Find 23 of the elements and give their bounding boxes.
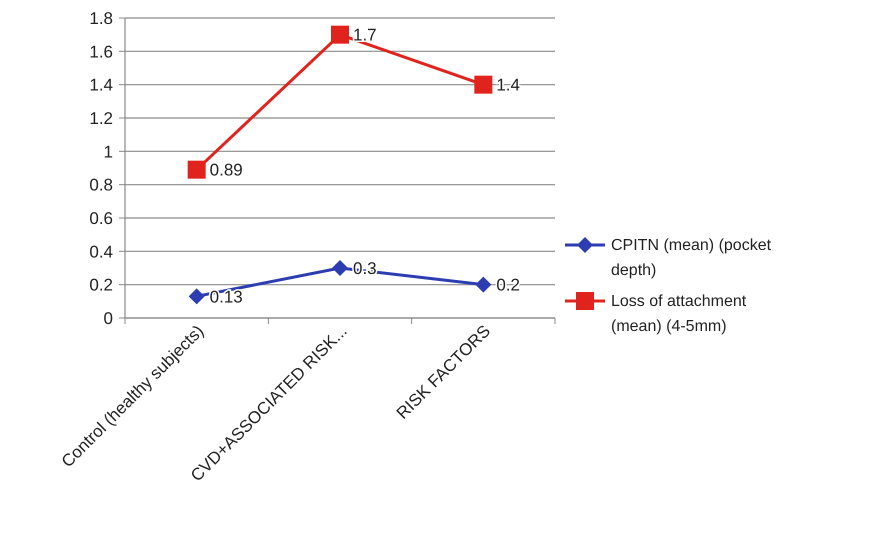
- y-tick-label: 0.6: [89, 209, 113, 228]
- y-tick-label: 1.4: [89, 76, 113, 95]
- y-tick-label: 0.4: [89, 242, 113, 262]
- data-label: 1.7: [353, 26, 377, 45]
- legend-label: CPITN (mean) (pocket depth): [611, 237, 772, 279]
- data-label: 0.2: [496, 276, 520, 295]
- y-tick-label: 0.2: [89, 276, 113, 295]
- y-tick-label: 1: [104, 142, 113, 162]
- point: [475, 276, 492, 293]
- data-label: 0.13: [210, 287, 243, 306]
- legend-label: Loss of attachment (mean) (4-5mm): [611, 293, 747, 335]
- point: [188, 160, 206, 179]
- y-tick-label: 0.8: [89, 176, 113, 195]
- y-tick-label: 0: [104, 309, 113, 328]
- y-tick-label: 1.8: [89, 9, 113, 28]
- point: [332, 260, 348, 276]
- data-label: 1.4: [496, 76, 520, 95]
- point: [188, 288, 205, 304]
- y-tick-label: 1.6: [89, 42, 113, 62]
- point: [331, 26, 349, 44]
- point: [474, 76, 492, 94]
- y-tick-label: 1.2: [89, 109, 113, 128]
- data-label: 0.89: [210, 160, 243, 180]
